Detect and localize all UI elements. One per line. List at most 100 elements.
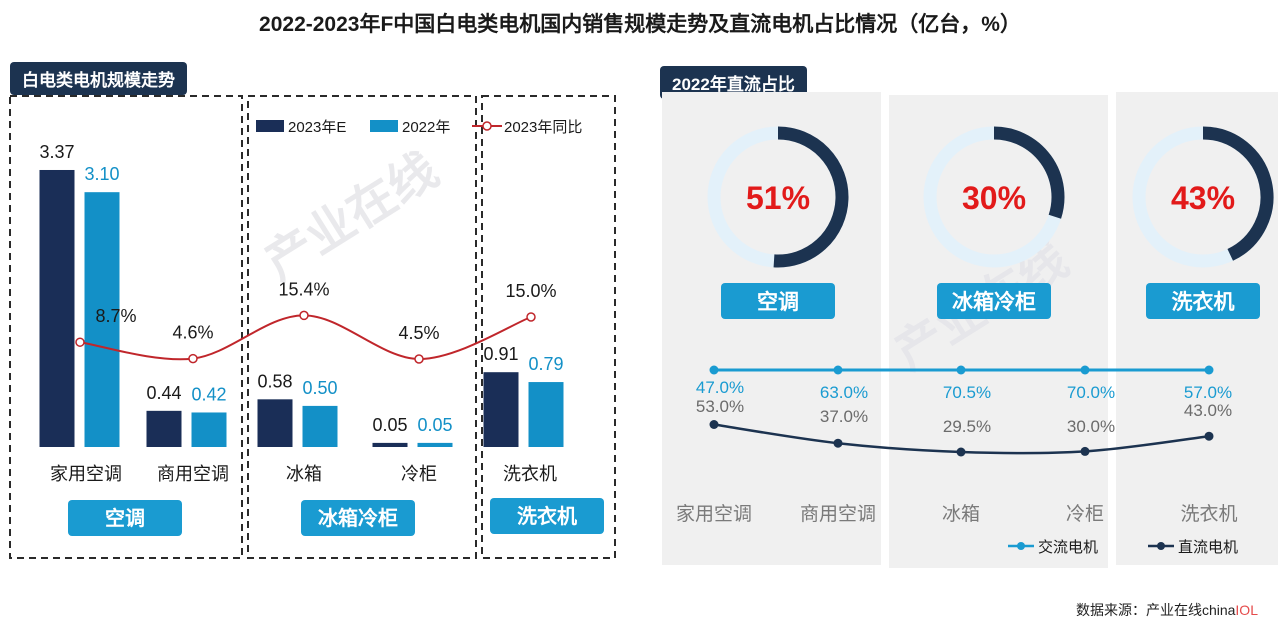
donut-arc (773, 126, 849, 268)
legend-swatch-2023e (256, 120, 284, 132)
ac-point (709, 365, 719, 375)
bar-data-label: 3.10 (84, 164, 119, 184)
ac-point (833, 365, 843, 375)
bar-2023e (372, 442, 408, 447)
x-tick-label: 冰箱 (942, 503, 980, 525)
ac-point (1080, 365, 1090, 375)
bar-2022 (84, 192, 120, 447)
donut-category-label: 洗衣机 (1172, 290, 1235, 314)
yoy-point (75, 337, 85, 347)
x-tick-label: 家用空调 (676, 503, 752, 525)
ac-value-label: 63.0% (820, 383, 868, 402)
yoy-label: 4.5% (398, 323, 439, 343)
x-tick-label: 家用空调 (50, 464, 122, 484)
bar-2023e (39, 169, 75, 447)
yoy-point (188, 353, 198, 364)
donut-value-label: 30% (962, 180, 1026, 216)
group-label: 空调 (105, 506, 145, 530)
donut-value-label: 43% (1171, 180, 1235, 216)
yoy-label: 15.0% (505, 281, 556, 301)
ac-point (956, 365, 966, 375)
source-brand-b: IOL (1235, 602, 1258, 618)
donut-category-box (937, 283, 1051, 319)
watermark: 产业在线 (256, 144, 447, 291)
legend-label-yoy: 2023年同比 (504, 119, 582, 136)
bar-data-label: 0.42 (191, 384, 226, 404)
donut-category-box (721, 283, 835, 319)
donut-category-box (1146, 283, 1260, 319)
donut-arc (993, 126, 1065, 219)
legend-marker-ac (1017, 542, 1025, 550)
legend-swatch-2022 (370, 120, 398, 132)
ac-value-label: 57.0% (1184, 383, 1232, 402)
group-label: 冰箱冷柜 (318, 506, 398, 530)
bar-2022 (302, 405, 338, 447)
dc-value-label: 37.0% (820, 407, 868, 426)
dc-value-label: 29.5% (943, 417, 991, 436)
bar-data-label: 0.79 (528, 354, 563, 374)
legend-marker-yoy (482, 121, 492, 131)
yoy-point (526, 312, 536, 322)
dc-point (1204, 431, 1214, 441)
group-label-box (301, 500, 415, 536)
yoy-label: 15.4% (278, 279, 329, 299)
legend-label-dc: 直流电机 (1178, 539, 1238, 556)
yoy-label: 4.6% (172, 323, 213, 343)
bar-2023e (146, 410, 182, 447)
legend-label-2023e: 2023年E (288, 119, 346, 136)
right-panel-column-bg (662, 92, 881, 565)
bar-data-label: 0.05 (372, 415, 407, 435)
group-label-box (490, 498, 604, 534)
x-tick-label: 洗衣机 (1180, 503, 1237, 525)
x-tick-label: 冷柜 (1066, 503, 1104, 525)
bar-data-label: 0.50 (302, 378, 337, 398)
ac-value-label: 70.0% (1067, 383, 1115, 402)
yoy-point (414, 354, 424, 364)
yoy-label: 8.7% (95, 306, 136, 326)
right-panel-column-bg (889, 95, 1108, 568)
source-brand-a: china (1201, 602, 1236, 618)
dc-point (833, 438, 843, 448)
dc-point (709, 420, 719, 430)
bar-2022 (191, 412, 227, 447)
x-tick-label: 商用空调 (800, 503, 876, 525)
dc-point (1080, 446, 1090, 456)
donut-arc (1202, 126, 1274, 261)
group-dashed-box (481, 95, 616, 559)
bar-data-label: 0.91 (483, 344, 518, 364)
yoy-point (299, 310, 309, 321)
x-tick-label: 冰箱 (286, 464, 322, 484)
source-note: 数据来源：产业在线chinaIOL (1076, 600, 1258, 620)
bar-2023e (483, 372, 519, 447)
source-org: 产业在线 (1145, 602, 1202, 618)
group-dashed-box (9, 95, 243, 559)
group-dashed-box (247, 95, 477, 559)
dc-value-label: 53.0% (696, 397, 744, 416)
bar-2023e (257, 399, 293, 447)
dc-value-label: 43.0% (1184, 401, 1232, 420)
bar-2022 (417, 442, 453, 447)
dc-point (956, 447, 966, 457)
ac-point (1204, 365, 1214, 375)
x-tick-label: 冷柜 (401, 464, 437, 484)
bar-2022 (528, 382, 564, 447)
dc-value-label: 30.0% (1067, 417, 1115, 436)
chart-title: 2022-2023年F中国白电类电机国内销售规模走势及直流电机占比情况（亿台，%… (259, 13, 1021, 36)
yoy-line (79, 314, 532, 361)
legend-label-ac: 交流电机 (1038, 538, 1098, 556)
bar-data-label: 3.37 (39, 142, 74, 162)
donut-category-label: 冰箱冷柜 (952, 290, 1036, 314)
x-tick-label: 商用空调 (157, 464, 229, 484)
x-tick-label: 洗衣机 (503, 464, 557, 484)
group-label-box (68, 500, 182, 536)
donut-value-label: 51% (746, 180, 810, 216)
group-label: 洗衣机 (517, 504, 577, 528)
legend-label-2022: 2022年 (402, 119, 450, 136)
ac-value-label: 47.0% (696, 378, 744, 397)
ac-value-label: 70.5% (943, 383, 991, 402)
bar-data-label: 0.44 (146, 383, 181, 403)
bar-data-label: 0.05 (417, 415, 452, 435)
bar-data-label: 0.58 (257, 371, 292, 391)
left-panel-tag: 白电类电机规模走势 (10, 62, 187, 95)
